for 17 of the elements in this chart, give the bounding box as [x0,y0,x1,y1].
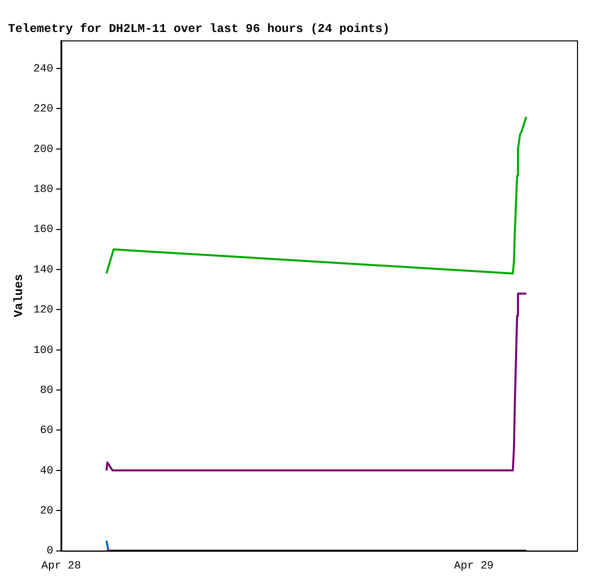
y-tick-label: 180 [33,184,54,196]
y-tick-label: 80 [40,384,54,397]
y-tick-label: 40 [40,465,54,478]
y-tick-label: 100 [33,344,54,357]
y-tick-label: 20 [40,506,54,518]
y-tick-label: 120 [33,304,54,317]
x-tick-label: Apr 29 [454,560,494,572]
y-tick-label: 140 [33,264,54,276]
y-tick-label: 240 [33,63,54,76]
y-tick-label: 0 [46,546,54,558]
y-axis-title: Values [12,274,26,318]
y-tick-label: 200 [33,144,54,156]
y-tick-label: 220 [33,104,54,116]
chart-title: Telemetry for DH2LM-11 over last 96 hours (24 points) [8,22,390,36]
y-tick-label: 160 [33,224,54,236]
x-tick-label: Apr 28 [41,560,82,572]
y-tick-label: 60 [40,425,54,438]
